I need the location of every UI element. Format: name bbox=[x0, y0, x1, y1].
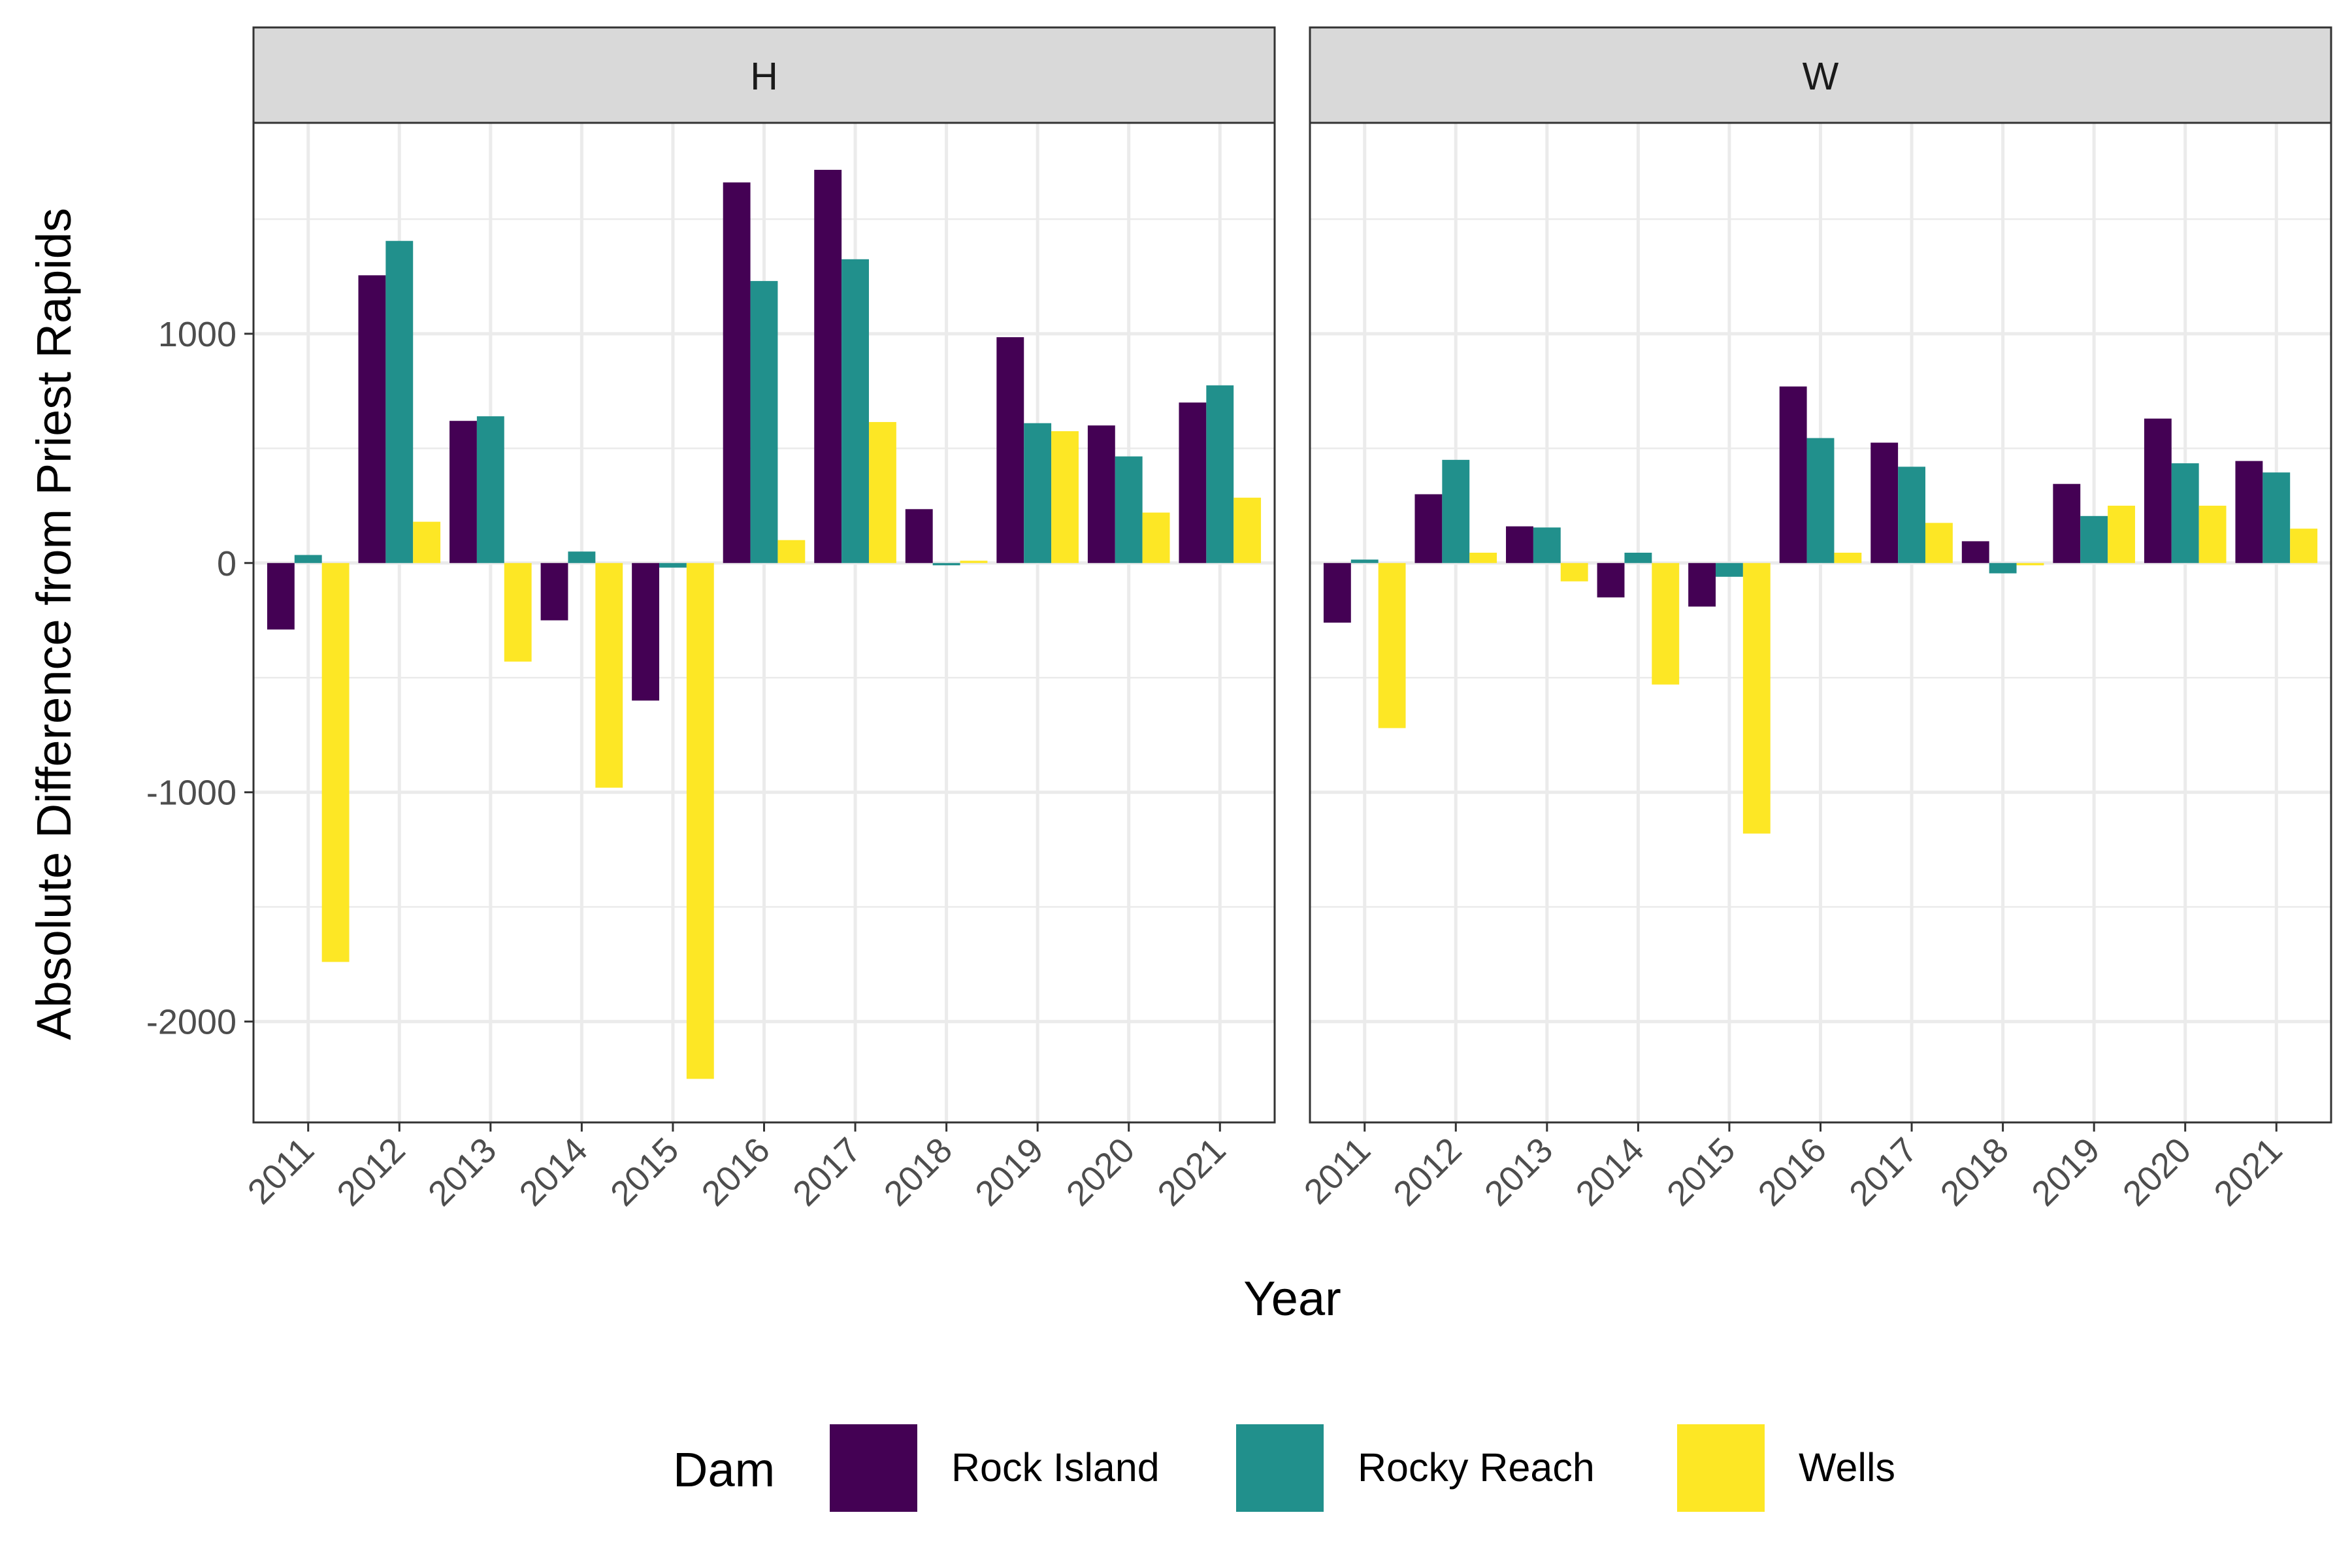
bar-rocky-reach-2016 bbox=[1806, 438, 1835, 563]
y-tick-label: -2000 bbox=[146, 1003, 237, 1042]
bar-rocky-reach-2021 bbox=[1206, 385, 1234, 563]
legend-title: Dam bbox=[673, 1443, 775, 1497]
legend-item-wells: Wells bbox=[1677, 1424, 1895, 1512]
bar-rocky-reach-2020 bbox=[1115, 456, 1143, 563]
bar-wells-2021 bbox=[2290, 529, 2318, 563]
bar-rock-island-2012 bbox=[358, 275, 386, 563]
bar-rocky-reach-2015 bbox=[659, 563, 687, 568]
bar-rocky-reach-2018 bbox=[1989, 563, 2017, 574]
bar-rock-island-2016 bbox=[1779, 386, 1807, 563]
bar-wells-2021 bbox=[1233, 497, 1262, 563]
bar-rocky-reach-2013 bbox=[1533, 527, 1561, 563]
bar-rocky-reach-2019 bbox=[1024, 423, 1052, 563]
facet-strip-label: H bbox=[750, 55, 778, 98]
bar-wells-2012 bbox=[1469, 552, 1497, 563]
legend-item-rocky-reach: Rocky Reach bbox=[1236, 1424, 1595, 1512]
bar-wells-2012 bbox=[413, 521, 441, 563]
bar-rock-island-2014 bbox=[540, 563, 568, 621]
bar-rocky-reach-2021 bbox=[2262, 472, 2291, 563]
bar-wells-2013 bbox=[504, 563, 532, 662]
bar-wells-2014 bbox=[595, 563, 623, 788]
bar-wells-2018 bbox=[960, 561, 988, 563]
bar-rocky-reach-2015 bbox=[1716, 563, 1743, 577]
bar-wells-2014 bbox=[1652, 563, 1680, 685]
bar-wells-2011 bbox=[321, 563, 350, 962]
bar-rocky-reach-2012 bbox=[385, 240, 414, 563]
bar-wells-2020 bbox=[2198, 506, 2227, 563]
bar-wells-2015 bbox=[686, 563, 714, 1079]
bar-rocky-reach-2014 bbox=[568, 551, 596, 563]
bar-rocky-reach-2020 bbox=[2171, 463, 2199, 563]
y-tick-label: 0 bbox=[217, 544, 237, 583]
bar-rock-island-2013 bbox=[449, 421, 477, 563]
bar-rock-island-2020 bbox=[2144, 418, 2172, 563]
bar-wells-2016 bbox=[777, 540, 806, 563]
bar-rocky-reach-2012 bbox=[1442, 459, 1470, 563]
bar-wells-2016 bbox=[1834, 552, 1862, 563]
bar-rock-island-2021 bbox=[2235, 461, 2263, 563]
bar-rocky-reach-2017 bbox=[841, 259, 869, 563]
legend-label: Rock Island bbox=[951, 1445, 1160, 1490]
bar-rock-island-2011 bbox=[1323, 563, 1351, 623]
legend-key bbox=[1236, 1424, 1324, 1512]
bar-rock-island-2017 bbox=[1870, 442, 1899, 563]
bar-wells-2020 bbox=[1142, 512, 1170, 563]
bar-rock-island-2019 bbox=[2053, 483, 2081, 563]
bar-rocky-reach-2016 bbox=[750, 281, 778, 563]
bar-rock-island-2019 bbox=[996, 337, 1024, 563]
bar-rocky-reach-2013 bbox=[476, 416, 504, 563]
bar-rock-island-2018 bbox=[1961, 541, 1989, 563]
legend-label: Wells bbox=[1799, 1445, 1895, 1490]
y-axis: -2000 -1000 0 1000 bbox=[146, 315, 253, 1042]
facet-strip bbox=[252, 26, 1276, 124]
x-axis-title: Year bbox=[1243, 1271, 1341, 1326]
bar-rock-island-2017 bbox=[814, 169, 842, 563]
bar-rock-island-2011 bbox=[267, 563, 295, 630]
y-axis-title: Absolute Difference from Priest Rapids bbox=[27, 208, 81, 1040]
bar-wells-2015 bbox=[1742, 563, 1771, 834]
y-tick-label: -1000 bbox=[146, 774, 237, 813]
bar-rock-island-2012 bbox=[1414, 494, 1443, 563]
legend-key bbox=[830, 1424, 917, 1512]
bar-rock-island-2016 bbox=[723, 182, 751, 563]
bar-rocky-reach-2011 bbox=[294, 555, 322, 563]
bar-rock-island-2021 bbox=[1179, 402, 1207, 563]
bar-rocky-reach-2014 bbox=[1624, 552, 1652, 563]
bar-rocky-reach-2017 bbox=[1898, 466, 1925, 563]
bar-wells-2018 bbox=[2016, 563, 2044, 566]
legend-label: Rocky Reach bbox=[1358, 1445, 1595, 1490]
bar-rock-island-2015 bbox=[632, 563, 660, 701]
bar-rocky-reach-2018 bbox=[932, 563, 960, 566]
bar-rock-island-2013 bbox=[1506, 526, 1533, 563]
bar-wells-2019 bbox=[1051, 431, 1079, 563]
bar-rock-island-2014 bbox=[1597, 563, 1625, 598]
legend-items: Rock Island Rocky Reach Wells bbox=[830, 1424, 1895, 1512]
bar-wells-2011 bbox=[1378, 563, 1406, 728]
bar-rocky-reach-2011 bbox=[1350, 559, 1379, 563]
facet-strip bbox=[1309, 26, 2332, 124]
bar-rocky-reach-2019 bbox=[2080, 515, 2108, 563]
legend-item-rock-island: Rock Island bbox=[830, 1424, 1160, 1512]
bar-wells-2013 bbox=[1560, 563, 1588, 581]
bar-wells-2017 bbox=[868, 421, 896, 563]
bar-rock-island-2018 bbox=[905, 509, 933, 563]
legend: Dam Rock Island Rocky Reach Wells bbox=[673, 1424, 1895, 1512]
bar-rock-island-2020 bbox=[1087, 425, 1115, 563]
y-tick-label: 1000 bbox=[158, 315, 237, 354]
bar-rock-island-2015 bbox=[1688, 563, 1716, 607]
bar-wells-2017 bbox=[1925, 523, 1953, 563]
facet-strip-label: W bbox=[1803, 55, 1839, 98]
bar-wells-2019 bbox=[2108, 506, 2135, 563]
legend-key bbox=[1677, 1424, 1765, 1512]
